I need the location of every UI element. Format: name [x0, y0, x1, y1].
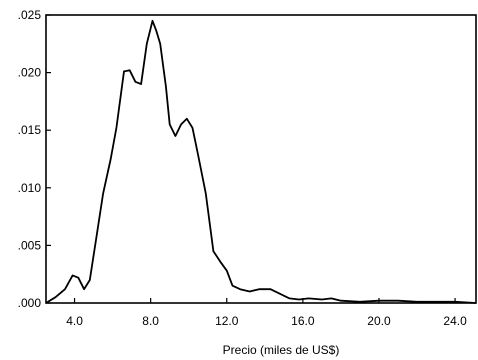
y-tick-label: .010: [18, 181, 42, 195]
y-tick-label: .005: [18, 238, 42, 252]
x-tick-label: 12.0: [215, 314, 239, 328]
x-axis: 4.0 8.0 12.0 16.0 20.0 24.0: [66, 298, 467, 328]
y-tick-label: .015: [18, 123, 42, 137]
x-tick-label: 24.0: [443, 314, 467, 328]
x-tick-label: 20.0: [367, 314, 391, 328]
y-tick-label: .020: [18, 66, 42, 80]
y-tick-label: .025: [18, 8, 42, 22]
x-tick-label: 16.0: [291, 314, 315, 328]
x-axis-label: Precio (miles de US$): [223, 343, 340, 357]
series-line: [45, 19, 477, 304]
y-axis: .000 .005 .010 .015 .020 .025: [18, 8, 51, 310]
plot-frame: [45, 14, 477, 304]
y-tick-label: .000: [18, 296, 42, 310]
x-tick-label: 4.0: [66, 314, 83, 328]
x-tick-label: 8.0: [142, 314, 159, 328]
